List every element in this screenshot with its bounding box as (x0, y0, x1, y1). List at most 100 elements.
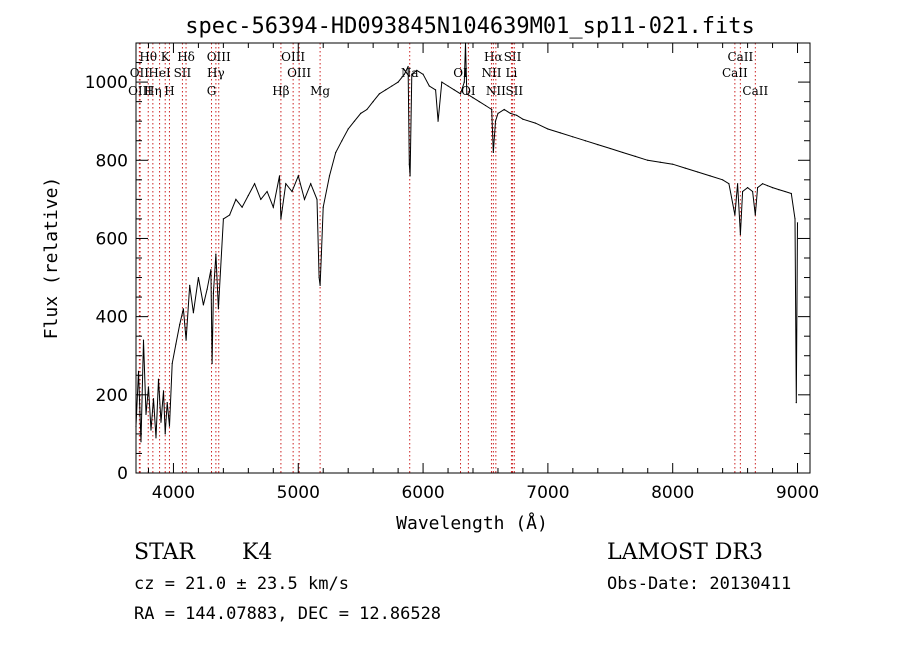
series-point (441, 81, 443, 83)
series-point (206, 288, 208, 290)
series-point (320, 253, 322, 255)
spectral-line-label: Mg (310, 84, 330, 98)
series-layer (135, 42, 799, 443)
series-point (734, 214, 736, 216)
series-point (647, 159, 649, 161)
coordinates: RA = 144.07883, DEC = 12.86528 (134, 604, 442, 624)
series-point (754, 214, 756, 216)
spectral-line-label: Li (506, 66, 518, 80)
series-point (739, 233, 741, 236)
series-point (516, 114, 518, 116)
series-point (503, 108, 505, 111)
series-point (522, 118, 524, 120)
series-point (784, 190, 786, 193)
redshift-text: cz = 21.0 ± 23.5 km/s (134, 574, 349, 594)
y-tick-label: 200 (96, 386, 128, 406)
series-point (447, 85, 449, 87)
series-point (722, 179, 724, 181)
series-point (210, 269, 212, 271)
series-point (416, 69, 418, 71)
series-point (466, 93, 468, 95)
series-point (391, 85, 393, 87)
spectral-line-label: OI (461, 84, 476, 98)
x-tick-label: 8000 (651, 483, 694, 503)
series-point (155, 437, 157, 439)
series-point (790, 192, 792, 195)
series-point (160, 421, 162, 423)
series-point (459, 93, 462, 95)
series-point (453, 89, 455, 91)
series-point (137, 370, 140, 372)
spectral-line-label: HeI (148, 66, 171, 80)
series-point (319, 284, 321, 286)
series-point (751, 190, 754, 193)
spectral-line-label: Hδ (177, 50, 195, 64)
plot-frame (135, 42, 811, 474)
series-point (328, 175, 331, 177)
series-point (634, 155, 636, 157)
spectral-line-label: Na (401, 66, 419, 80)
series-point (147, 386, 150, 388)
series-point (142, 339, 145, 341)
series-point (157, 378, 160, 380)
obs-date: Obs-Date: 20130411 (607, 574, 792, 594)
series-point (247, 194, 249, 197)
x-tick-label: 7000 (526, 483, 569, 503)
series-point (168, 425, 171, 427)
chart-title: spec-56394-HD093845N104639M01_sp11-021.f… (185, 14, 755, 39)
spectral-line-label: SII (174, 66, 192, 80)
series-point (212, 292, 214, 294)
spectral-line-label: NII (486, 84, 506, 98)
series-point (472, 97, 474, 99)
spectral-line-label: K (161, 50, 171, 64)
series-point (737, 183, 739, 185)
object-type: STAR (134, 540, 195, 565)
spectral-line-label: Hγ (207, 66, 225, 80)
y-tick-label: 800 (96, 151, 128, 171)
y-tick-label: 400 (96, 308, 128, 328)
x-tick-label: 9000 (776, 483, 819, 503)
spectral-line-label: OIII (287, 66, 311, 80)
series-point (291, 190, 293, 193)
series-point (278, 175, 281, 177)
spectral-line-label: Hη (144, 84, 162, 98)
series-point (697, 171, 699, 173)
series-point (397, 81, 399, 83)
series-point (217, 308, 219, 310)
object-subclass: K4 (242, 540, 273, 565)
series-point (197, 276, 200, 279)
series-point (297, 175, 299, 177)
y-tick-label: 600 (96, 229, 128, 249)
series-point (360, 112, 362, 114)
series-point (584, 140, 586, 142)
series-point (684, 167, 686, 169)
series-point (285, 183, 287, 185)
series-point (318, 276, 320, 279)
series-point (347, 128, 349, 130)
series-point (353, 120, 356, 122)
series-point (150, 429, 152, 431)
spectral-line-label: CaII (742, 84, 768, 98)
spectral-line-label: Hβ (272, 84, 289, 98)
series-point (266, 190, 268, 193)
spectral-line-label: OIII (207, 50, 231, 64)
x-tick-label: 5000 (277, 483, 320, 503)
series-point (622, 151, 624, 154)
series-point (409, 175, 411, 177)
series-point (534, 122, 537, 124)
spectral-line-label: SII (504, 50, 522, 64)
series-point (303, 198, 306, 200)
series-point (659, 161, 661, 163)
series-point (310, 183, 312, 185)
axes-layer: 4000 5000 6000 7000 8000 9000 0 200 400 600 800 100… (85, 42, 819, 503)
y-axis-label: Flux (relative) (41, 177, 62, 340)
series-point (322, 206, 324, 208)
series-point (189, 284, 191, 286)
x-axis-label: Wavelength (Å) (396, 512, 548, 534)
series-point (547, 128, 549, 130)
series-point (179, 323, 181, 326)
series-point (192, 312, 195, 314)
series-point (241, 206, 243, 208)
